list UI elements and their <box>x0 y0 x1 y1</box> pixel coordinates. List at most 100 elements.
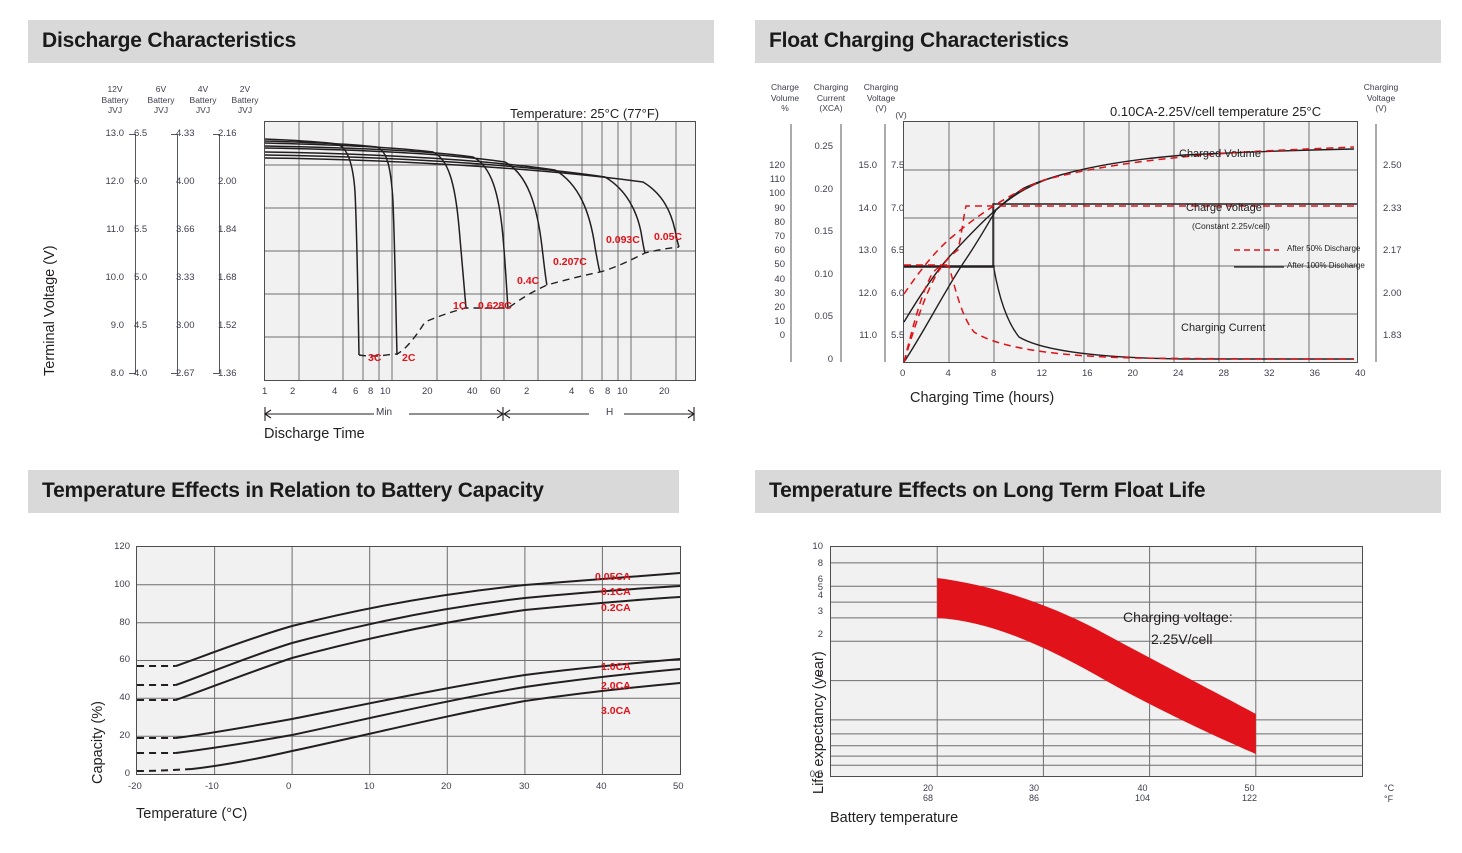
tick-capacity-y-2: 80 <box>119 616 130 628</box>
x-axis-title-float-life: Battery temperature <box>830 810 959 826</box>
tick-charge-volume-5: 70 <box>774 231 785 242</box>
label-charging-current: Charging Current <box>1181 322 1266 334</box>
discharge-curve-label-2: 1C <box>453 300 467 312</box>
tick-charging-current-0: 0.25 <box>814 141 834 152</box>
curve-charge-voltage-100 <box>904 203 1357 268</box>
tick-charging-current-2: 0.15 <box>814 226 834 237</box>
tick-voltage-12v-4: 11.0 <box>859 330 877 341</box>
tick-6v-3: 5.0 <box>134 272 148 283</box>
tick-2v-0: 2.16 <box>218 128 237 139</box>
x-tick-discharge-10: 4 <box>569 386 575 397</box>
axis-line-right-voltage <box>1375 124 1377 362</box>
tick-float-life-x-2: 40 104 <box>1135 783 1151 804</box>
chart-temp-capacity: Capacity (%) 120 100 80 60 40 20 0 <box>28 524 714 844</box>
tick-6v-0: 6.5 <box>134 128 148 139</box>
curve-envelope-dashed <box>358 246 680 357</box>
tick-4v-4: 3.00 <box>176 320 195 331</box>
discharge-curve-label-7: 0.05C <box>654 231 683 243</box>
curve-0093c <box>264 154 646 254</box>
tick-6v-2: 5.5 <box>134 224 148 235</box>
curves-50pct-discharge <box>903 146 1357 363</box>
curve-005c <box>264 157 680 248</box>
plot-temp-capacity: 0.05CA 0.1CA 0.2CA 1.0CA 2.0CA 3.0CA <box>136 546 681 775</box>
tick-float-life-y-5: 3 <box>817 606 823 617</box>
x-tick-discharge-11: 6 <box>589 386 595 397</box>
legend-label-50pct: After 50% Discharge <box>1287 244 1361 253</box>
curve-rise-100 <box>903 173 1065 363</box>
scale-header-voltage-6v: (V) <box>895 110 907 120</box>
gridlines-float-life <box>831 547 1362 776</box>
curve-charge-voltage-50 <box>903 205 1357 363</box>
chart-float-charging: Charge Volume % Charging Current (XCA) C… <box>755 76 1455 436</box>
tick-right-voltage-1: 2.33 <box>1383 202 1402 214</box>
tick-float-life-x-3: 50 122 <box>1242 783 1258 804</box>
x-axis-title-float-charging: Charging Time (hours) <box>910 390 1055 406</box>
tick-voltage-12v-1: 14.0 <box>858 202 878 214</box>
plot-float-charging: Charged Volume Charge Voltage (Constant … <box>903 121 1365 363</box>
scale-header-4v: 4V Battery JVJ <box>189 84 217 116</box>
label-charge-voltage-sub: (Constant 2.25v/cell) <box>1192 221 1270 231</box>
plot-discharge <box>264 121 696 381</box>
tick-12v-1: 12.0 <box>105 176 125 187</box>
tick-float-life-y-7: 1 <box>817 669 823 680</box>
plot-float-life: Charging voltage: 2.25V/cell <box>830 546 1363 777</box>
y-axis-title-discharge: Terminal Voltage (V) <box>42 245 58 376</box>
tick-capacity-y-3: 60 <box>119 654 130 666</box>
legend-float-charging <box>1234 249 1284 268</box>
tick-charge-volume-11: 10 <box>774 316 785 328</box>
tick-charge-volume-0: 120 <box>769 160 785 171</box>
tick-voltage-12v-0: 15.0 <box>858 160 878 171</box>
tick-charge-volume-2: 100 <box>769 188 785 200</box>
tick-capacity-y-1: 100 <box>114 578 130 590</box>
tick-voltage-6v-2: 6.5 <box>891 245 905 256</box>
x-axis-title-discharge: Discharge Time <box>264 426 365 442</box>
unit-label-fahrenheit: °F <box>1384 794 1394 804</box>
x-tick-discharge-1: 2 <box>290 386 296 397</box>
x-tick-discharge-4: 8 <box>368 386 374 397</box>
curve-02ca-solid <box>175 596 681 701</box>
panel-title-temp-capacity: Temperature Effects in Relation to Batte… <box>28 470 679 513</box>
panel-title-float-life: Temperature Effects on Long Term Float L… <box>755 470 1441 513</box>
tick-right-voltage-3: 2.00 <box>1383 287 1402 299</box>
tick-float-life-y-3: 5 <box>817 582 823 593</box>
tick-charging-current-3: 0.10 <box>814 268 834 280</box>
tick-4v-0: 4.33 <box>176 128 195 139</box>
tick-capacity-x-3: 10 <box>364 781 375 792</box>
curve-label-02ca: 0.2CA <box>601 602 631 614</box>
axis-line-charging-voltage <box>884 124 886 362</box>
tick-6v-5: 4.0 <box>134 368 148 379</box>
capacity-curves <box>136 572 681 772</box>
x-tick-discharge-8: 60 <box>490 386 501 397</box>
x-tick-float-charging-6: 24 <box>1173 368 1184 379</box>
tick-capacity-x-5: 30 <box>519 781 530 792</box>
tick-capacity-y-4: 40 <box>119 692 130 704</box>
axis-line-charging-current <box>840 124 842 362</box>
scale-bracket-12v <box>129 134 136 374</box>
tick-2v-3: 1.68 <box>218 272 237 283</box>
float-charging-note: 0.10CA-2.25V/cell temperature 25°C <box>1110 104 1322 119</box>
x-tick-float-charging-2: 8 <box>991 368 997 379</box>
unit-label-celsius: °C <box>1384 783 1395 793</box>
curve-01ca-solid <box>175 585 681 686</box>
tick-voltage-6v-0: 7.5 <box>891 160 905 171</box>
charging-voltage-note-line1: Charging voltage: <box>1123 609 1233 625</box>
tick-12v-0: 13.0 <box>105 128 125 139</box>
curve-20ca-solid <box>175 668 681 754</box>
tick-capacity-x-0: -20 <box>128 781 142 792</box>
curve-3c <box>264 138 360 356</box>
range-label-min: Min <box>376 407 393 418</box>
tick-4v-2: 3.66 <box>176 224 195 235</box>
scale-header-12v: 12V Battery JVJ <box>101 84 129 116</box>
panel-title-float-charging: Float Charging Characteristics <box>755 20 1441 63</box>
tick-charge-volume-10: 20 <box>774 302 785 313</box>
tick-2v-5: 1.36 <box>218 368 237 379</box>
scale-header-charging-voltage: Charging Voltage (V) <box>863 82 899 114</box>
float-life-band <box>937 578 1256 754</box>
tick-charge-volume-1: 110 <box>769 174 785 186</box>
tick-2v-1: 2.00 <box>218 176 237 187</box>
scale-header-2v: 2V Battery JVJ <box>231 84 259 116</box>
x-tick-discharge-9: 2 <box>524 386 530 397</box>
curve-10ca-solid <box>175 658 681 739</box>
panel-title-discharge: Discharge Characteristics <box>28 20 714 63</box>
x-tick-float-charging-0: 0 <box>900 368 906 379</box>
